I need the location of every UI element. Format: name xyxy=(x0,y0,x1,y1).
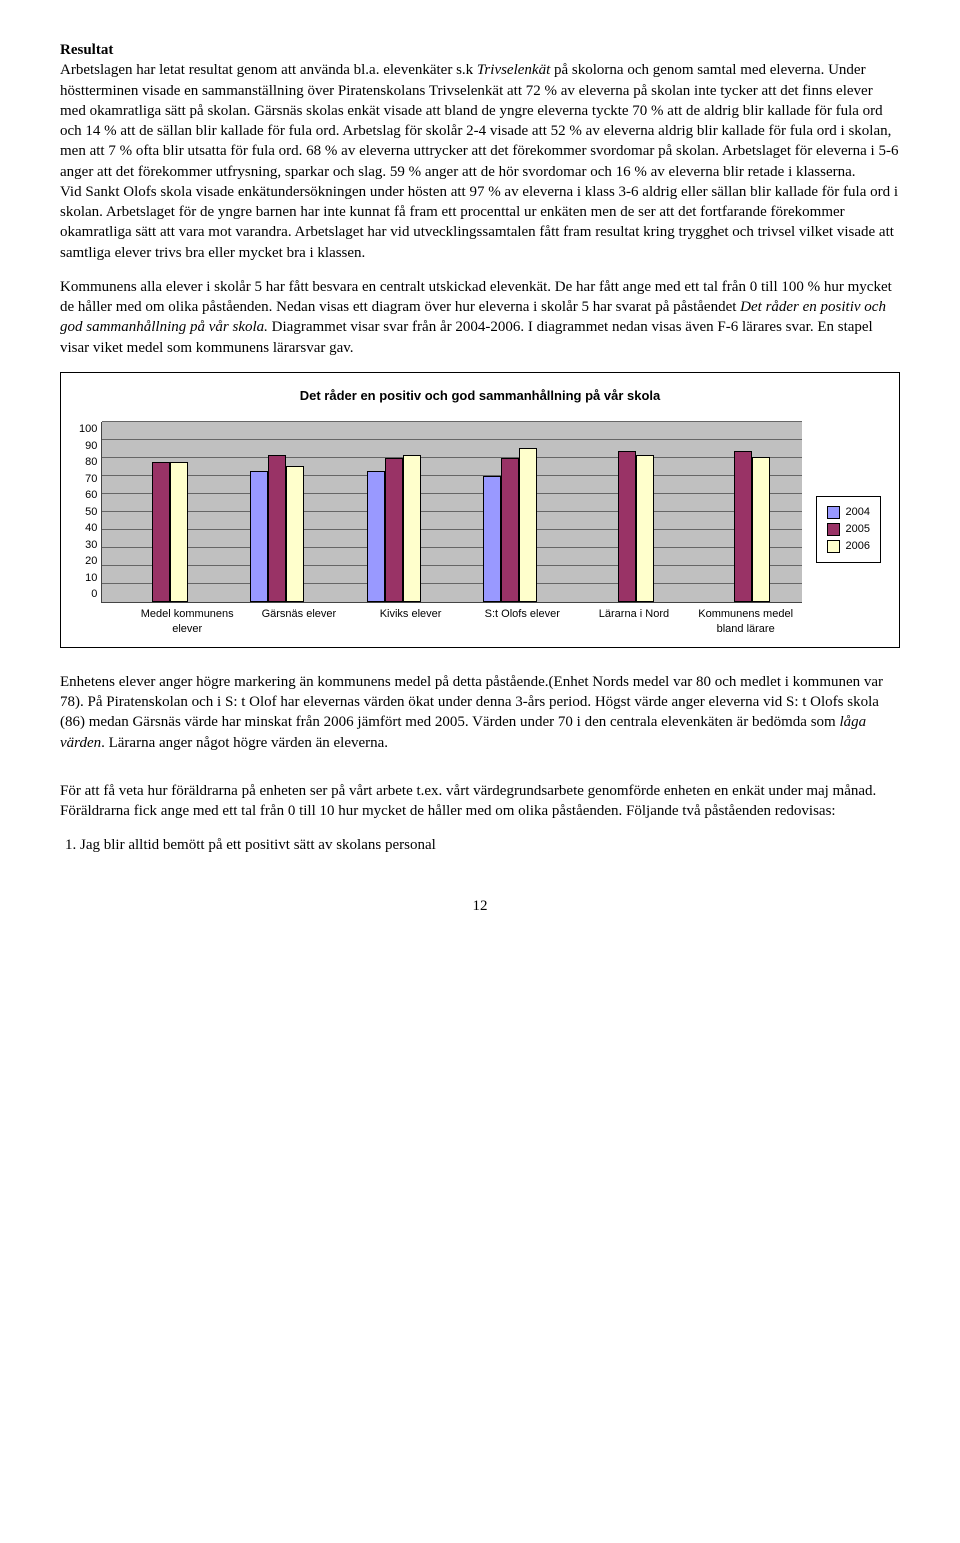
bar-group xyxy=(568,422,685,602)
y-tick: 90 xyxy=(79,439,97,454)
p5-post: . Lärarna anger något högre värden än el… xyxy=(101,735,388,751)
x-label: Medel kommunens elever xyxy=(131,603,243,637)
bar xyxy=(250,471,268,602)
bar xyxy=(618,451,636,602)
p1-italic: Trivselenkät xyxy=(477,62,550,78)
paragraph-4: Kommunens alla elever i skolår 5 har fåt… xyxy=(60,277,900,358)
legend-label: 2005 xyxy=(846,522,870,537)
bar-group xyxy=(102,422,219,602)
y-tick: 60 xyxy=(79,488,97,503)
page-number: 12 xyxy=(60,896,900,916)
bar xyxy=(268,455,286,603)
y-tick: 0 xyxy=(79,587,97,602)
chart-legend: 2004 2005 2006 xyxy=(816,496,881,563)
bar-group xyxy=(219,422,336,602)
x-label: Gärsnäs elever xyxy=(243,603,355,637)
x-axis-labels: Medel kommunens eleverGärsnäs eleverKivi… xyxy=(131,603,801,637)
bar xyxy=(403,455,421,603)
x-label: Lärarna i Nord xyxy=(578,603,690,637)
bar xyxy=(286,466,304,603)
paragraph-5: Enhetens elever anger högre markering än… xyxy=(60,672,900,753)
bar xyxy=(385,458,403,602)
y-tick: 70 xyxy=(79,472,97,487)
bar xyxy=(734,451,752,602)
chart-title: Det råder en positiv och god sammanhålln… xyxy=(79,387,881,405)
legend-swatch xyxy=(827,506,840,519)
p2: Under höstterminen visade en sammanställ… xyxy=(60,62,898,179)
y-tick: 10 xyxy=(79,571,97,586)
paragraph-3: Vid Sankt Olofs skola visade enkätunders… xyxy=(60,182,900,263)
bar xyxy=(152,462,170,602)
legend-row: 2004 xyxy=(827,505,870,520)
chart-container: Det råder en positiv och god sammanhålln… xyxy=(60,372,900,648)
x-label: Kiviks elever xyxy=(355,603,467,637)
legend-swatch xyxy=(827,540,840,553)
bar xyxy=(519,448,537,603)
paragraph-1: Arbetslagen har letat resultat genom att… xyxy=(60,60,900,182)
bar xyxy=(483,476,501,602)
bar-group xyxy=(685,422,802,602)
y-tick: 20 xyxy=(79,554,97,569)
y-tick: 80 xyxy=(79,455,97,470)
paragraph-6: För att få veta hur föräldrarna på enhet… xyxy=(60,781,900,822)
y-tick: 100 xyxy=(79,422,97,437)
y-tick: 30 xyxy=(79,538,97,553)
statements-list: Jag blir alltid bemött på ett positivt s… xyxy=(80,835,900,855)
bar xyxy=(367,471,385,602)
x-label: Kommunens medel bland lärare xyxy=(690,603,802,637)
p5-pre: Enhetens elever anger högre markering än… xyxy=(60,674,883,731)
y-tick: 40 xyxy=(79,521,97,536)
p1-pre: Arbetslagen har letat resultat genom att… xyxy=(60,62,477,78)
bars-region xyxy=(101,422,801,603)
x-label: S:t Olofs elever xyxy=(466,603,578,637)
legend-row: 2006 xyxy=(827,539,870,554)
bar xyxy=(752,457,770,603)
section-title: Resultat xyxy=(60,40,900,60)
y-tick: 50 xyxy=(79,505,97,520)
bar xyxy=(501,458,519,602)
legend-label: 2006 xyxy=(846,539,870,554)
p1-post: på skolorna och genom samtal med elevern… xyxy=(550,62,824,78)
bar-group xyxy=(452,422,569,602)
plot-area: 100 9080 7060 5040 3020 100 Medel kommunens e… xyxy=(79,422,802,637)
y-axis: 100 9080 7060 5040 3020 100 xyxy=(79,422,101,602)
legend-label: 2004 xyxy=(846,505,870,520)
chart-body: 100 9080 7060 5040 3020 100 Medel kommunens e… xyxy=(79,422,881,637)
bar xyxy=(636,455,654,603)
bar xyxy=(170,462,188,602)
list-item-1: Jag blir alltid bemött på ett positivt s… xyxy=(80,835,900,855)
bar-group xyxy=(335,422,452,602)
legend-swatch xyxy=(827,523,840,536)
legend-row: 2005 xyxy=(827,522,870,537)
